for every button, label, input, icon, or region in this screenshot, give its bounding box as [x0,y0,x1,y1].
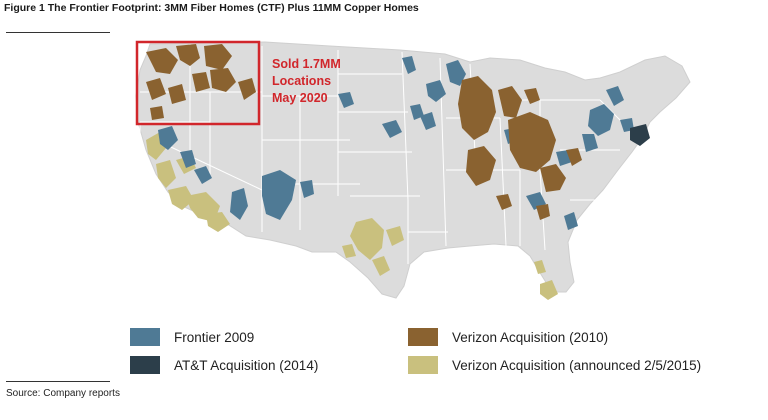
legend-verizon-2015: Verizon Acquisition (announced 2/5/2015) [408,355,701,375]
frontier-2009-regions [158,56,634,230]
sold-locations-callout: Sold 1.7MM Locations May 2020 [272,56,341,107]
us-footprint-map [135,40,691,300]
legend-label-att-2014: AT&T Acquisition (2014) [174,357,319,373]
legend-frontier-2009: Frontier 2009 [130,327,254,347]
callout-line-1: Sold 1.7MM [272,57,341,71]
legend-swatch-verizon-2010 [408,328,438,346]
source-divider [6,381,110,382]
legend-swatch-verizon-2015 [408,356,438,374]
legend-swatch-frontier-2009 [130,328,160,346]
legend-label-verizon-2010: Verizon Acquisition (2010) [452,329,609,345]
source-note: Source: Company reports [6,388,120,399]
legend-att-2014: AT&T Acquisition (2014) [130,355,318,375]
sold-region-callout-box [135,40,261,126]
figure-title: Figure 1 The Frontier Footprint: 3MM Fib… [4,2,419,14]
legend-swatch-att-2014 [130,356,160,374]
legend-label-frontier-2009: Frontier 2009 [174,329,255,345]
legend-verizon-2010: Verizon Acquisition (2010) [408,327,608,347]
att-2014-region [630,124,650,146]
callout-line-2: Locations [272,74,332,88]
callout-line-3: May 2020 [272,91,328,105]
verizon-2010-regions [146,44,582,220]
legend-label-verizon-2015: Verizon Acquisition (announced 2/5/2015) [452,357,702,373]
title-divider [6,32,110,33]
